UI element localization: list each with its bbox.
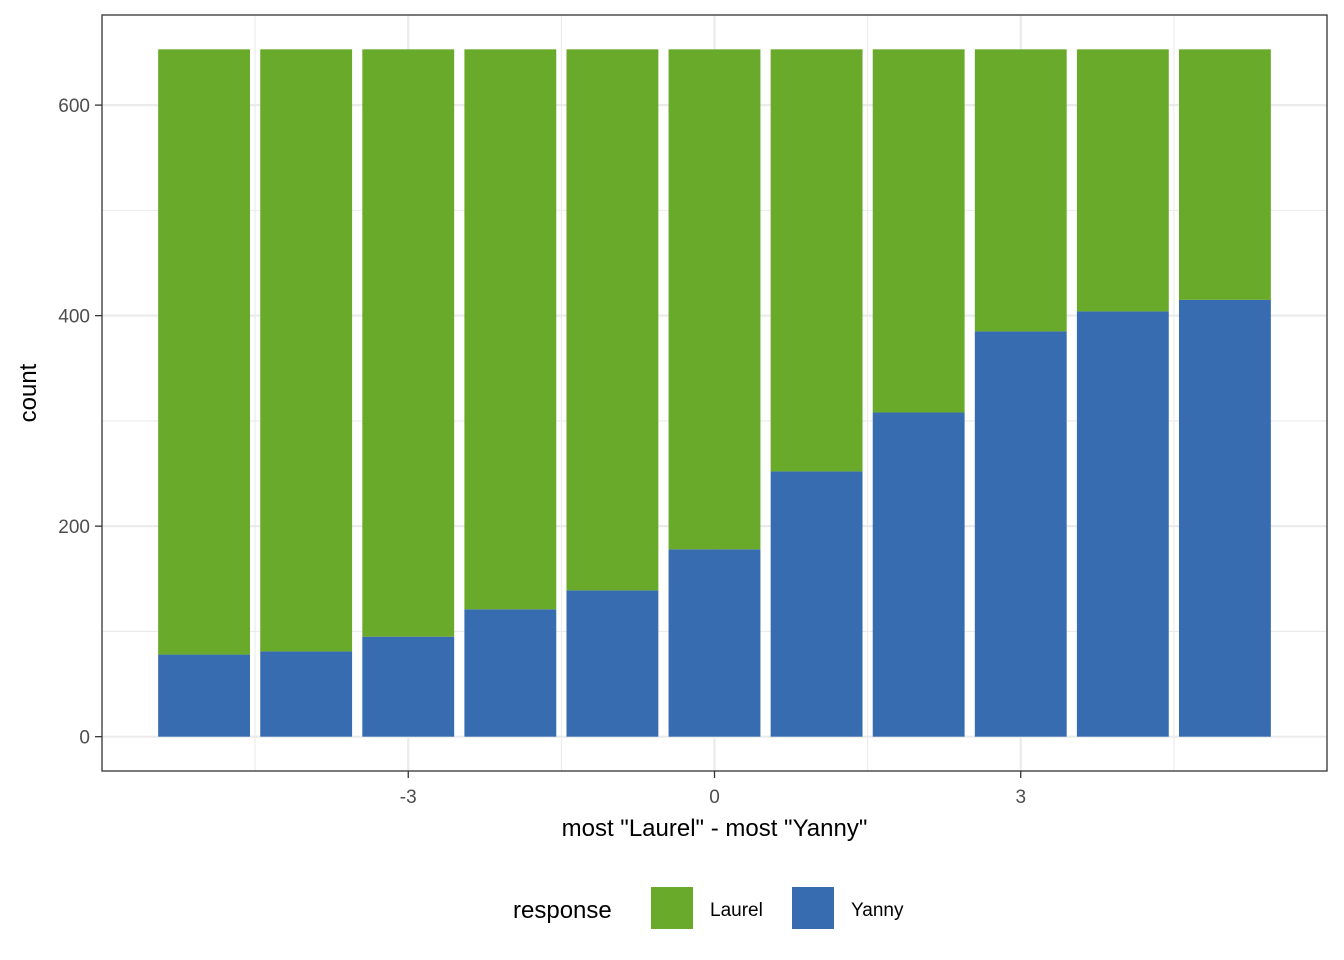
bar-laurel--1 bbox=[566, 49, 659, 591]
bar-yanny--5 bbox=[158, 654, 251, 737]
bar-yanny-4 bbox=[1076, 311, 1169, 737]
y-axis-title: count bbox=[15, 363, 42, 422]
bar-laurel--4 bbox=[260, 49, 353, 652]
x-tick-label: 3 bbox=[1015, 787, 1026, 808]
bar-yanny--3 bbox=[362, 636, 455, 737]
legend-label-yanny: Yanny bbox=[851, 900, 904, 921]
bar-laurel--3 bbox=[362, 49, 455, 637]
y-tick-label: 600 bbox=[58, 96, 90, 117]
legend-key-laurel bbox=[651, 887, 693, 929]
legend-key-yanny bbox=[792, 887, 834, 929]
bars bbox=[158, 49, 1271, 737]
x-axis-title: most "Laurel" - most "Yanny" bbox=[562, 815, 868, 842]
bar-yanny--2 bbox=[464, 609, 557, 737]
bar-yanny-3 bbox=[974, 331, 1067, 737]
bar-laurel-1 bbox=[770, 49, 863, 472]
bar-laurel--5 bbox=[158, 49, 251, 655]
bar-yanny-1 bbox=[770, 471, 863, 737]
bar-laurel-0 bbox=[668, 49, 761, 550]
bar-yanny--1 bbox=[566, 590, 659, 737]
bar-laurel-4 bbox=[1076, 49, 1169, 312]
bar-yanny-0 bbox=[668, 549, 761, 737]
y-tick-label: 200 bbox=[58, 517, 90, 538]
y-axis: 0 200 400 600 bbox=[58, 96, 102, 749]
legend: response Laurel Yanny bbox=[513, 887, 904, 929]
x-tick-label: -3 bbox=[400, 787, 417, 808]
bar-laurel-2 bbox=[872, 49, 965, 413]
y-tick-label: 0 bbox=[79, 728, 90, 749]
x-tick-label: 0 bbox=[709, 787, 720, 808]
bar-laurel-5 bbox=[1178, 49, 1271, 300]
bar-yanny-5 bbox=[1178, 299, 1271, 737]
bar-yanny-2 bbox=[872, 412, 965, 737]
bar-yanny--4 bbox=[260, 651, 353, 737]
legend-label-laurel: Laurel bbox=[710, 900, 763, 921]
x-axis: -3 0 3 bbox=[400, 771, 1026, 808]
y-tick-label: 400 bbox=[58, 307, 90, 328]
bar-laurel-3 bbox=[974, 49, 1067, 332]
bar-laurel--2 bbox=[464, 49, 557, 610]
legend-title: response bbox=[513, 897, 612, 924]
